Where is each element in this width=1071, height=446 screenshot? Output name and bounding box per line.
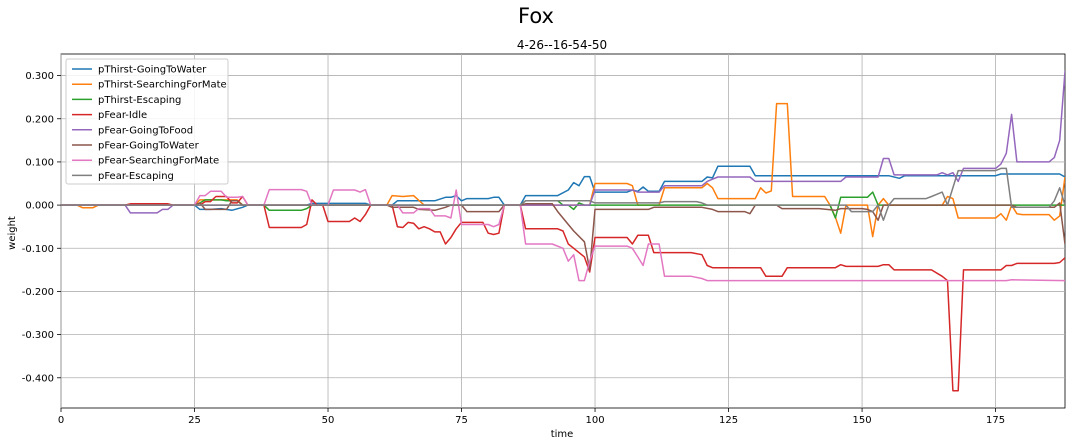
y-tick-label: -0.200 bbox=[22, 287, 54, 298]
series-line-pfear-searchingformate bbox=[61, 188, 1065, 282]
x-tick-label: 100 bbox=[585, 415, 604, 426]
y-tick-label: -0.300 bbox=[22, 330, 54, 341]
series-layer bbox=[61, 70, 1065, 392]
legend-box bbox=[65, 58, 229, 185]
y-tick-label: -0.100 bbox=[22, 244, 54, 255]
legend-entry: pFear-GoingToWater bbox=[98, 141, 200, 152]
legend-entry: pThirst-SearchingForMate bbox=[98, 80, 227, 91]
legend-entry: pFear-Idle bbox=[98, 110, 147, 121]
x-axis-ticks: 0 25 50 75 100 125 150 175 bbox=[58, 408, 1005, 426]
x-tick-label: 75 bbox=[455, 415, 468, 426]
series-line-pthirst-goingtowater bbox=[61, 165, 1065, 212]
x-axis-label: time bbox=[551, 429, 574, 440]
legend-entry: pFear-SearchingForMate bbox=[98, 156, 219, 167]
chart-title: Fox bbox=[518, 4, 554, 28]
legend-entry: pFear-Escaping bbox=[98, 171, 174, 182]
x-tick-label: 50 bbox=[322, 415, 335, 426]
legend-entry: pFear-GoingToFood bbox=[98, 125, 193, 136]
legend-entry: pThirst-Escaping bbox=[98, 95, 181, 106]
series-line-pfear-idle bbox=[61, 195, 1065, 392]
y-axis-label: weight bbox=[7, 216, 18, 250]
y-tick-label: 0.100 bbox=[25, 157, 54, 168]
y-axis-ticks: -0.400 -0.300 -0.200 -0.100 0.000 0.100 0.200 0… bbox=[22, 71, 61, 384]
series-line-pthirst-searchingformate bbox=[61, 102, 1065, 238]
y-tick-label: -0.400 bbox=[22, 373, 54, 384]
chart-subtitle: 4-26--16-54-50 bbox=[517, 38, 607, 52]
x-tick-label: 150 bbox=[853, 415, 872, 426]
y-tick-label: 0.200 bbox=[25, 114, 54, 125]
x-tick-label: 175 bbox=[986, 415, 1005, 426]
series-line-pfear-goingtowater bbox=[61, 200, 1065, 271]
y-tick-label: 0.300 bbox=[25, 71, 54, 82]
x-tick-label: 125 bbox=[719, 415, 738, 426]
y-tick-label: 0.000 bbox=[25, 201, 54, 212]
x-tick-label: 25 bbox=[188, 415, 201, 426]
legend-entry: pThirst-GoingToWater bbox=[98, 65, 207, 76]
series-line-pfear-escaping bbox=[61, 167, 1065, 221]
x-tick-label: 0 bbox=[58, 415, 64, 426]
legend: pThirst-GoingToWater pThirst-SearchingFor… bbox=[65, 58, 229, 185]
